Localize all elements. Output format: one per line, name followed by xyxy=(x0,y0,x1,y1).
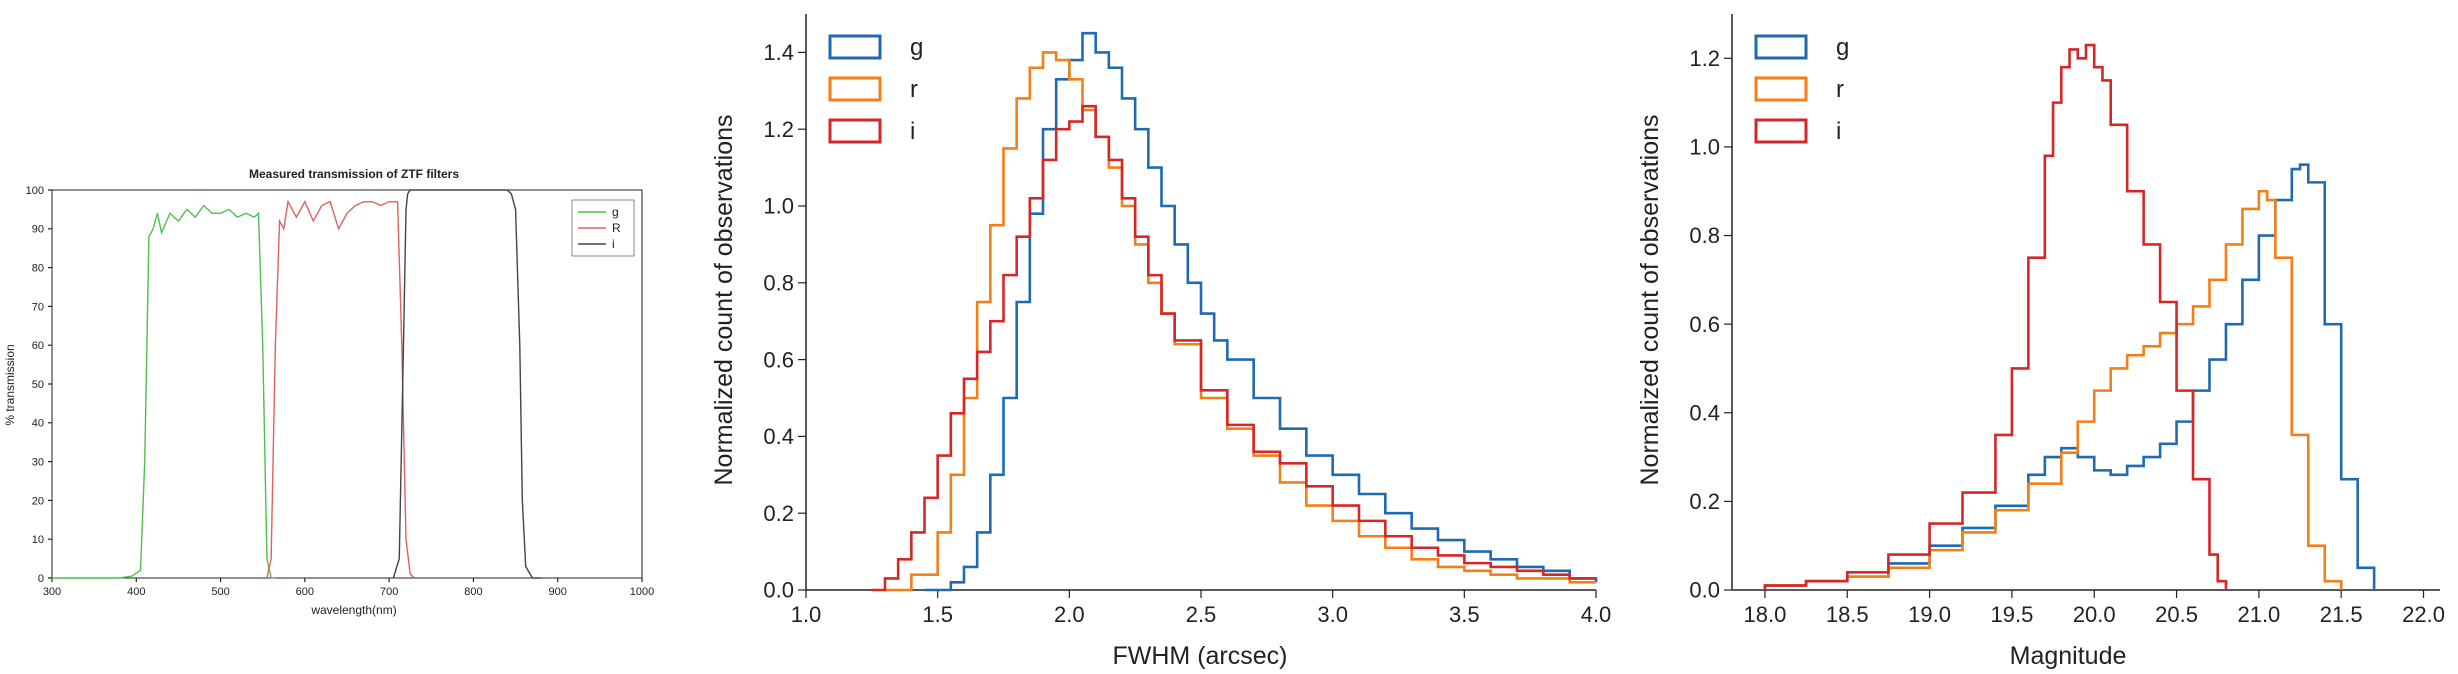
y-tick-label: 0.0 xyxy=(763,578,794,603)
y-tick-label: 0.4 xyxy=(1689,400,1720,425)
x-tick-label: 19.5 xyxy=(1990,602,2033,627)
x-tick-label: 18.0 xyxy=(1744,602,1787,627)
legend-swatch xyxy=(1754,34,1808,60)
y-tick-label: 0 xyxy=(38,573,44,585)
plot-frame xyxy=(51,189,643,579)
legend-label: i xyxy=(612,237,615,251)
y-tick-label: 1.0 xyxy=(1689,135,1720,160)
x-axis-label: wavelength(nm) xyxy=(310,603,396,617)
y-tick-label: 0.2 xyxy=(1689,489,1720,514)
x-tick-label: 1.5 xyxy=(922,602,953,627)
legend-label: g xyxy=(910,34,923,61)
x-tick-label: 3.5 xyxy=(1449,602,1480,627)
y-tick-label: 20 xyxy=(32,495,44,507)
series-line-g xyxy=(52,204,276,579)
y-tick-label: 0.8 xyxy=(1689,223,1720,248)
y-axis-label: Normalized count of observations xyxy=(710,114,738,485)
y-tick-label: 1.4 xyxy=(763,40,794,65)
y-tick-label: 1.2 xyxy=(763,117,794,142)
x-tick-label: 500 xyxy=(211,586,229,598)
x-tick-label: 21.5 xyxy=(2320,602,2363,627)
y-axis-label: % transmission xyxy=(3,344,17,425)
series-line-R xyxy=(266,199,415,579)
x-tick-label: 2.0 xyxy=(1054,602,1085,627)
x-tick-label: 20.0 xyxy=(2073,602,2116,627)
y-tick-label: 0.6 xyxy=(763,347,794,372)
series-line-i xyxy=(871,104,1596,592)
y-tick-label: 10 xyxy=(32,534,44,546)
x-tick-label: 19.0 xyxy=(1908,602,1951,627)
legend-label: i xyxy=(910,118,915,145)
chart-title: Measured transmission of ZTF filters xyxy=(249,167,459,181)
x-tick-label: 20.5 xyxy=(2155,602,2198,627)
x-axis-label: FWHM (arcsec) xyxy=(1113,642,1288,670)
x-tick-label: 400 xyxy=(127,586,145,598)
legend-label: i xyxy=(1836,118,1841,145)
y-tick-label: 1.0 xyxy=(763,194,794,219)
filter-transmission-panel: Measured transmission of ZTF filters wav… xyxy=(3,167,654,617)
x-tick-label: 22.0 xyxy=(2402,602,2445,627)
y-tick-label: 70 xyxy=(32,301,44,313)
series-line-r xyxy=(1763,189,2343,590)
y-tick-label: 60 xyxy=(32,340,44,352)
legend-label: R xyxy=(612,221,621,235)
x-tick-label: 18.5 xyxy=(1826,602,1869,627)
legend-swatch xyxy=(828,118,882,144)
x-tick-label: 300 xyxy=(43,586,61,598)
y-tick-label: 0.6 xyxy=(1689,312,1720,337)
series-line-g xyxy=(1763,163,2376,590)
y-tick-label: 0.2 xyxy=(763,501,794,526)
y-tick-label: 50 xyxy=(32,379,44,391)
x-tick-label: 600 xyxy=(296,586,314,598)
y-tick-label: 0.4 xyxy=(763,424,794,449)
series-line-i xyxy=(392,189,541,579)
y-tick-label: 80 xyxy=(32,262,44,274)
legend-label: g xyxy=(612,205,619,219)
y-tick-label: 40 xyxy=(32,418,44,430)
legend-label: r xyxy=(910,76,918,103)
x-tick-label: 21.0 xyxy=(2237,602,2280,627)
legend-label: r xyxy=(1836,76,1844,103)
x-tick-label: 900 xyxy=(549,586,567,598)
magnitude-histogram-panel: Magnitude Normalized count of observatio… xyxy=(1636,14,2445,670)
y-tick-label: 0.0 xyxy=(1689,578,1720,603)
x-tick-label: 1.0 xyxy=(791,602,822,627)
legend-swatch xyxy=(1754,76,1808,102)
y-tick-label: 1.2 xyxy=(1689,46,1720,71)
legend-swatch xyxy=(828,34,882,60)
series-line-g xyxy=(924,31,1598,592)
series-line-i xyxy=(1763,43,2228,590)
y-tick-label: 90 xyxy=(32,224,44,236)
x-tick-label: 3.0 xyxy=(1317,602,1348,627)
legend-swatch xyxy=(828,76,882,102)
legend-label: g xyxy=(1836,34,1849,61)
x-axis-label: Magnitude xyxy=(2010,642,2127,670)
x-tick-label: 700 xyxy=(380,586,398,598)
x-tick-label: 4.0 xyxy=(1581,602,1612,627)
x-tick-label: 800 xyxy=(464,586,482,598)
y-tick-label: 100 xyxy=(26,185,44,197)
y-tick-label: 0.8 xyxy=(763,271,794,296)
legend-swatch xyxy=(1754,118,1808,144)
x-tick-label: 1000 xyxy=(630,586,654,598)
x-tick-label: 2.5 xyxy=(1186,602,1217,627)
fwhm-histogram-panel: FWHM (arcsec) Normalized count of observ… xyxy=(710,14,1611,670)
y-tick-label: 30 xyxy=(32,456,44,468)
y-axis-label: Normalized count of observations xyxy=(1636,114,1664,485)
